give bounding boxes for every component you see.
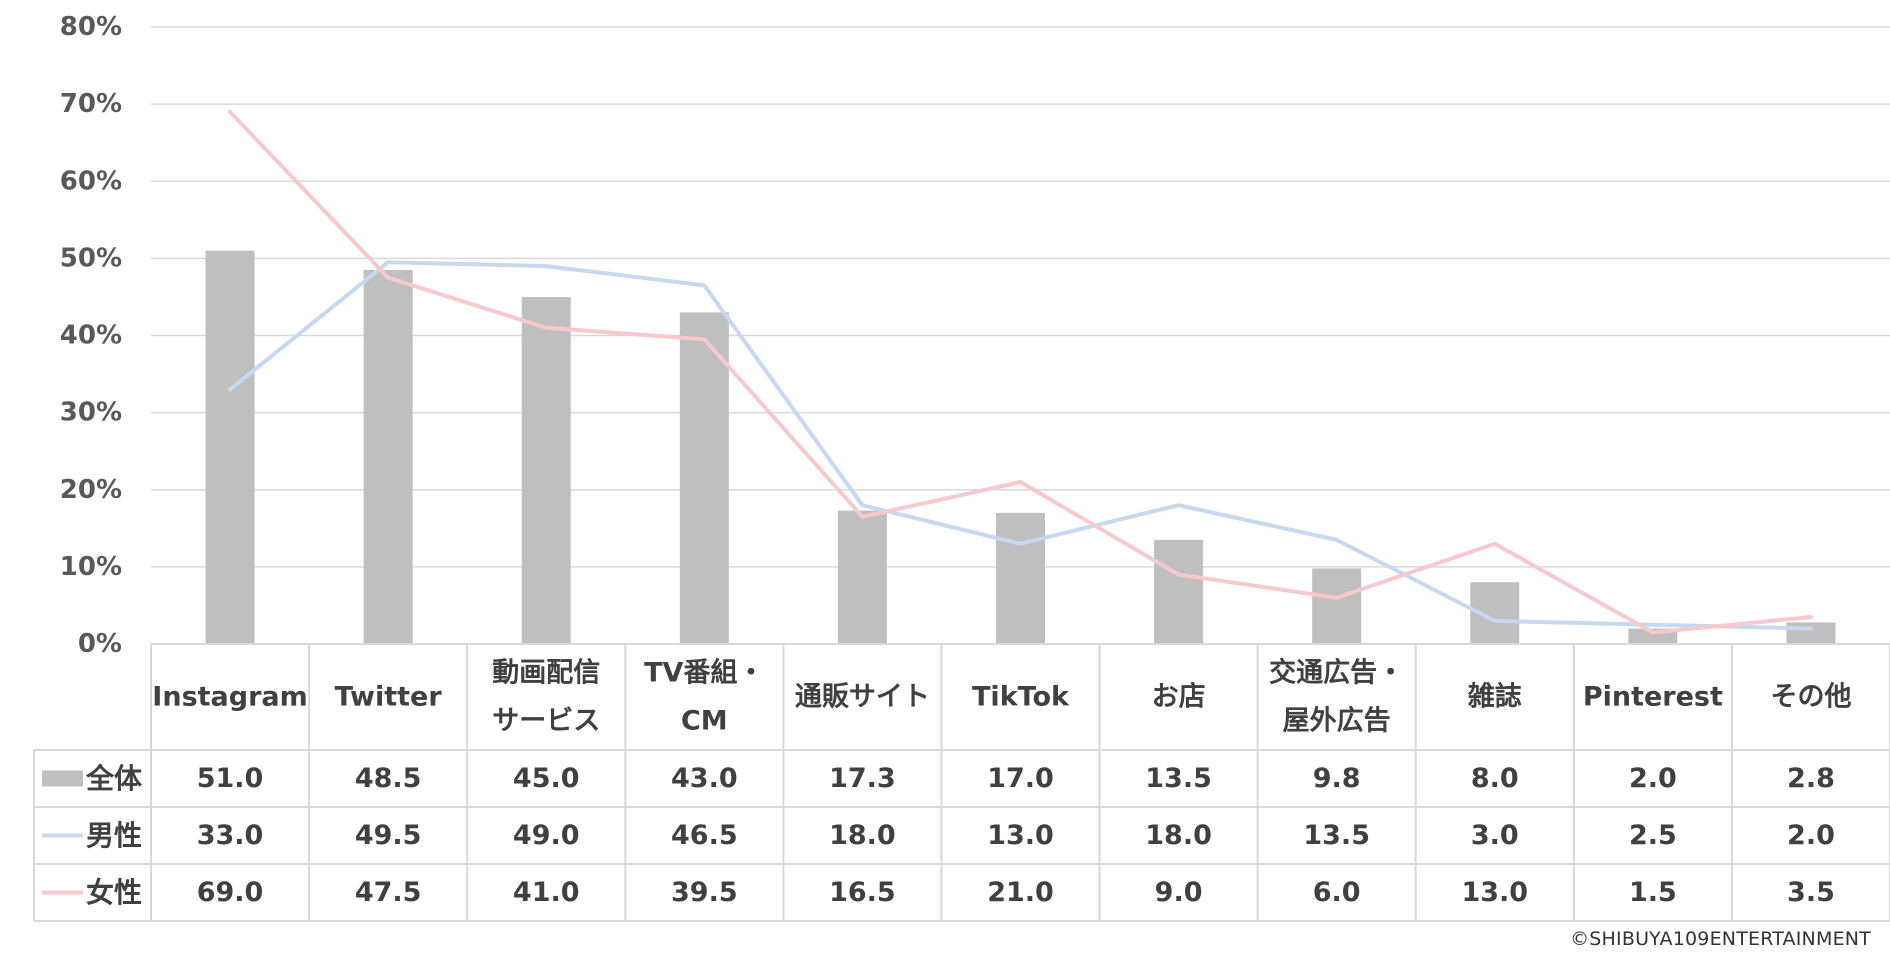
series-line: [228, 109, 1813, 635]
table-cell-value: 46.5: [671, 820, 738, 851]
category-label: TV番組・: [644, 657, 764, 689]
table-cell-value: 43.0: [671, 763, 738, 794]
bar: [1154, 539, 1204, 644]
table-cell-value: 13.0: [987, 820, 1054, 851]
table-cell-value: 18.0: [829, 820, 896, 851]
table-cell-value: 33.0: [197, 820, 264, 851]
series-name: 男性: [86, 819, 142, 852]
table-cell-value: 2.0: [1787, 820, 1835, 851]
table-cell-value: 3.0: [1471, 820, 1519, 851]
y-tick-label: 40%: [60, 321, 122, 351]
category-label: Twitter: [335, 682, 443, 713]
y-tick-label: 20%: [60, 475, 122, 505]
table-cell-value: 1.5: [1629, 877, 1677, 908]
table-cell-value: 49.0: [513, 820, 580, 851]
table-cell-value: 2.8: [1787, 763, 1835, 794]
bar: [837, 510, 887, 644]
table-cell-value: 49.5: [355, 820, 422, 851]
category-label: 交通広告・: [1269, 657, 1404, 689]
bar: [679, 312, 729, 644]
table-cell-value: 9.8: [1313, 763, 1361, 794]
category-label: 通販サイト: [795, 682, 930, 713]
table-cell-value: 17.3: [829, 763, 896, 794]
category-label: その他: [1770, 682, 1851, 713]
y-tick-label: 10%: [60, 552, 122, 582]
y-tick-label: 60%: [60, 166, 122, 196]
category-label: サービス: [492, 706, 600, 737]
table-cell-value: 48.5: [355, 763, 422, 794]
category-label: Instagram: [152, 682, 307, 713]
series-name: 女性: [86, 876, 142, 909]
y-tick-label: 70%: [60, 89, 122, 119]
copyright-text: ©SHIBUYA109ENTERTAINMENT: [1570, 928, 1871, 950]
bar: [1786, 622, 1836, 644]
series-name: 全体: [85, 762, 143, 795]
category-label: お店: [1152, 682, 1206, 713]
y-tick-label: 50%: [60, 243, 122, 273]
table-cell-value: 16.5: [829, 877, 896, 908]
table-cell-value: 13.5: [1145, 763, 1212, 794]
legend-key-bar: [42, 770, 83, 787]
table-cell-value: 21.0: [987, 877, 1054, 908]
category-label: 動画配信: [492, 658, 600, 689]
table-cell-value: 18.0: [1145, 820, 1212, 851]
table-cell-value: 17.0: [987, 763, 1054, 794]
table-cell-value: 47.5: [355, 877, 422, 908]
series-line: [228, 260, 1813, 631]
category-label: CM: [681, 706, 728, 737]
table-cell-value: 8.0: [1471, 763, 1519, 794]
bar: [521, 296, 571, 644]
bar: [996, 512, 1045, 644]
y-tick-label: 30%: [60, 398, 122, 428]
category-label: Pinterest: [1583, 682, 1723, 713]
category-label: 雑誌: [1467, 681, 1522, 713]
table-cell-value: 45.0: [513, 763, 580, 794]
table-cell-value: 13.5: [1303, 820, 1370, 851]
category-label: TikTok: [972, 682, 1070, 713]
bar: [1312, 568, 1362, 644]
table-cell-value: 9.0: [1155, 877, 1203, 908]
y-tick-label: 80%: [60, 12, 122, 42]
bar: [205, 250, 255, 644]
table-cell-value: 41.0: [513, 877, 580, 908]
category-label: 屋外広告: [1283, 705, 1391, 737]
table-cell-value: 2.0: [1629, 763, 1677, 794]
table-cell-value: 3.5: [1787, 877, 1835, 908]
table-cell-value: 51.0: [197, 763, 264, 794]
table-cell-value: 69.0: [197, 877, 264, 908]
table-cell-value: 39.5: [671, 877, 738, 908]
table-cell-value: 6.0: [1313, 877, 1361, 908]
table-cell-value: 13.0: [1461, 877, 1528, 908]
bar: [363, 269, 413, 644]
table-cell-value: 2.5: [1629, 820, 1677, 851]
y-tick-label: 0%: [78, 629, 122, 659]
